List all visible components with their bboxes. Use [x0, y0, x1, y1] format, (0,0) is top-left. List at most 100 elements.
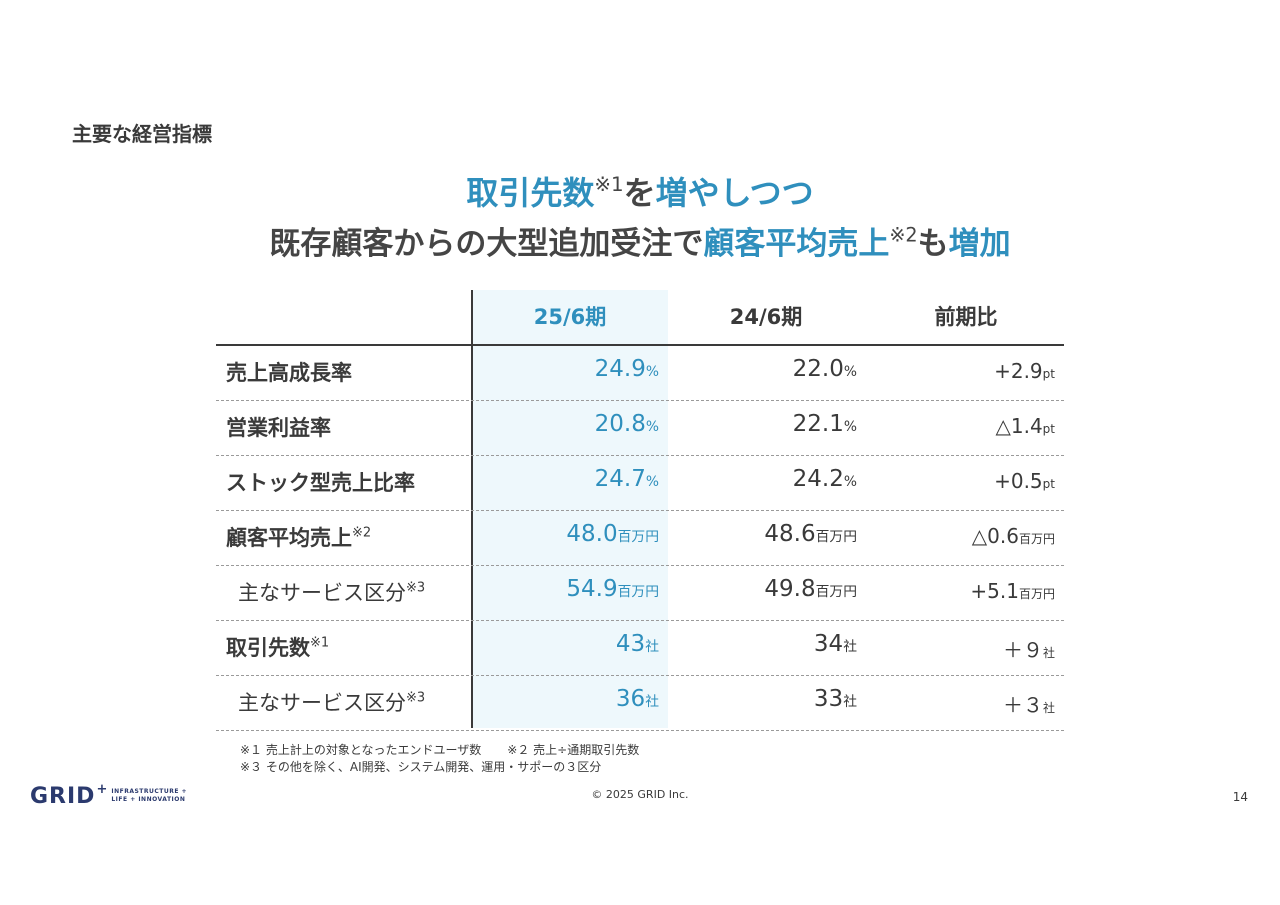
cell-unit: 百万円: [617, 529, 659, 545]
table-row: ストック型売上比率 24.7% 24.2% +0.5pt: [216, 455, 1064, 511]
cell-current: 36社: [616, 686, 659, 712]
header-current-period: 25/6期: [533, 305, 607, 329]
cell-unit: %: [645, 474, 659, 490]
cell-change: +2.9pt: [994, 359, 1055, 383]
table-row: 取引先数※1 43社 34社 ＋９社: [216, 620, 1064, 676]
cell-value: 24.9: [594, 356, 646, 382]
cell-current: 48.0百万円: [566, 521, 659, 547]
headline-emphasis: 取引先数: [466, 174, 595, 212]
cell-value: 24.7: [594, 466, 646, 492]
cell-change: ＋３社: [1003, 689, 1055, 718]
cell-unit: %: [843, 364, 857, 380]
row-label: 取引先数※1: [226, 632, 329, 662]
cell-value: 43: [615, 631, 646, 657]
header-yoy-change: 前期比: [934, 305, 998, 329]
cell-value: ＋９: [1002, 638, 1043, 662]
cell-previous: 24.2%: [793, 466, 857, 492]
cell-previous: 22.1%: [793, 411, 857, 437]
table-row: 主なサービス区分※3 36社 33社 ＋３社: [216, 675, 1064, 731]
headline-text: 既存顧客からの大型追加受注で: [269, 226, 704, 262]
cell-value: 48.6: [764, 521, 816, 547]
cell-value: △1.4: [995, 414, 1043, 438]
cell-value: +5.1: [970, 579, 1019, 603]
header-previous-period: 24/6期: [729, 305, 803, 329]
cell-value: ＋３: [1002, 693, 1043, 717]
cell-change: +0.5pt: [994, 469, 1055, 493]
cell-previous: 22.0%: [793, 356, 857, 382]
section-title: 主要な経営指標: [72, 122, 212, 146]
cell-unit: 百万円: [815, 584, 857, 600]
headline-text: を: [623, 174, 656, 212]
row-label: 売上高成長率: [226, 357, 352, 387]
logo-plus-mark: +: [96, 781, 108, 797]
cell-previous: 33社: [814, 686, 857, 712]
footnote-3: ※３ その他を除く、AI開発、システム開発、運用・サポーの３区分: [240, 760, 602, 774]
cell-value: 36: [615, 686, 646, 712]
cell-value: 20.8: [594, 411, 646, 437]
table-row: 営業利益率 20.8% 22.1% △1.4pt: [216, 400, 1064, 456]
logo-tagline-line-1: INFRASTRUCTURE +: [111, 788, 188, 795]
row-label-note: ※2: [352, 525, 372, 541]
cell-unit: 社: [645, 639, 659, 655]
label-column-divider: [471, 290, 473, 728]
row-label-text: ストック型売上比率: [226, 471, 415, 495]
logo-wordmark: GRID: [30, 783, 96, 809]
row-label: 主なサービス区分※3: [238, 687, 425, 717]
row-label-note: ※1: [310, 635, 330, 651]
row-label: 主なサービス区分※3: [238, 577, 425, 607]
cell-unit: 百万円: [1018, 532, 1055, 546]
header-divider: [216, 344, 1064, 346]
cell-value: 49.8: [764, 576, 816, 602]
cell-unit: pt: [1042, 477, 1055, 491]
headline-text: も: [917, 226, 949, 262]
cell-unit: 社: [1042, 646, 1055, 660]
cell-value: 34: [813, 631, 844, 657]
cell-change: △1.4pt: [995, 414, 1055, 438]
cell-unit: %: [843, 419, 857, 435]
cell-unit: 社: [843, 639, 857, 655]
cell-unit: 百万円: [815, 529, 857, 545]
row-label-text: 取引先数: [226, 636, 310, 660]
copyright: © 2025 GRID Inc.: [591, 788, 689, 801]
cell-unit: pt: [1042, 367, 1055, 381]
row-label: ストック型売上比率: [226, 467, 415, 497]
cell-value: 54.9: [566, 576, 618, 602]
cell-current: 24.9%: [595, 356, 659, 382]
cell-unit: 百万円: [617, 584, 659, 600]
cell-change: ＋９社: [1003, 634, 1055, 663]
row-label-text: 主なサービス区分: [238, 691, 406, 715]
cell-change: △0.6百万円: [972, 524, 1055, 548]
cell-value: +2.9: [994, 359, 1043, 383]
cell-change: +5.1百万円: [970, 579, 1055, 603]
row-label-text: 主なサービス区分: [238, 581, 406, 605]
current-period-highlight: [472, 290, 668, 728]
cell-previous: 49.8百万円: [764, 576, 857, 602]
logo-tagline: INFRASTRUCTURE + LIFE + INNOVATION: [111, 788, 187, 804]
cell-value: +0.5: [994, 469, 1043, 493]
cell-unit: 社: [645, 694, 659, 710]
cell-previous: 48.6百万円: [764, 521, 857, 547]
footnote-marker: ※2: [889, 223, 918, 247]
cell-unit: pt: [1042, 422, 1055, 436]
row-label-note: ※3: [406, 580, 426, 596]
table-row: 主なサービス区分※3 54.9百万円 49.8百万円 +5.1百万円: [216, 565, 1064, 621]
headline-line-1: 取引先数※1を増やしつつ: [0, 168, 1280, 214]
footnote-marker: ※1: [594, 173, 624, 197]
footnote-2: ※２ 売上÷通期取引先数: [507, 743, 640, 757]
cell-unit: %: [843, 474, 857, 490]
row-label-text: 営業利益率: [226, 416, 331, 440]
headline-emphasis: 増加: [948, 226, 1011, 262]
headline-line-2: 既存顧客からの大型追加受注で顧客平均売上※2も増加: [0, 218, 1280, 263]
cell-unit: 百万円: [1018, 587, 1055, 601]
logo-tagline-line-2: LIFE + INNOVATION: [111, 796, 186, 803]
page-number: 14: [1232, 790, 1248, 804]
row-label: 営業利益率: [226, 412, 331, 442]
cell-unit: 社: [1042, 701, 1055, 715]
row-label-text: 売上高成長率: [226, 361, 352, 385]
cell-current: 20.8%: [595, 411, 659, 437]
table-row: 売上高成長率 24.9% 22.0% +2.9pt: [216, 345, 1064, 401]
footnote-1: ※１ 売上計上の対象となったエンドユーザ数: [240, 743, 482, 757]
cell-unit: %: [645, 364, 659, 380]
table-row: 顧客平均売上※2 48.0百万円 48.6百万円 △0.6百万円: [216, 510, 1064, 566]
row-label: 顧客平均売上※2: [226, 522, 371, 552]
